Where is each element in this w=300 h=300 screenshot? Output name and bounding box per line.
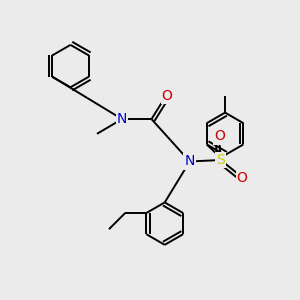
Text: O: O	[237, 171, 248, 185]
Text: S: S	[216, 153, 225, 167]
Text: O: O	[162, 88, 172, 103]
Text: O: O	[214, 130, 225, 143]
Text: N: N	[117, 112, 127, 126]
Text: N: N	[184, 154, 195, 169]
